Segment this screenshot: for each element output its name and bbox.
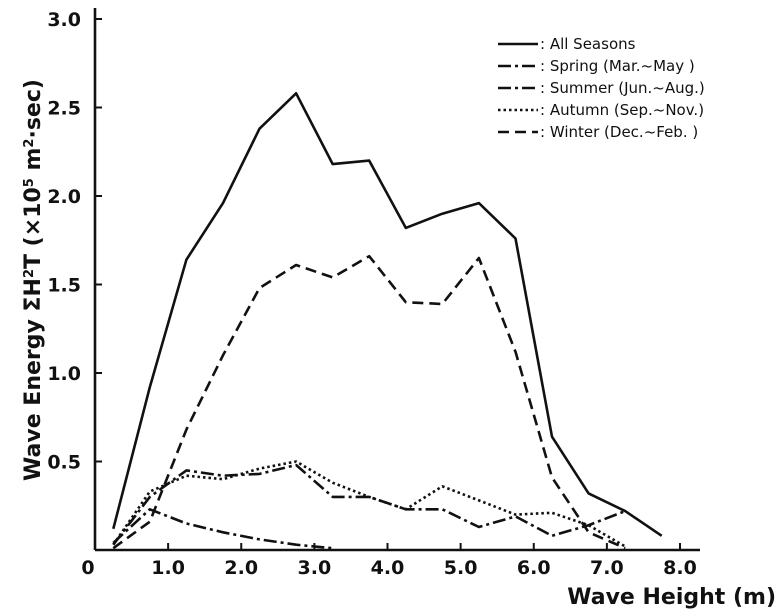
series-group [112,92,663,550]
series-line-winter [112,254,626,550]
y-axis-title-part-4: ·sec) [21,79,46,138]
legend-label-all-seasons: : All Seasons [540,35,636,53]
x-tick-label: 8.0 [663,557,697,579]
x-tick-label: 3.0 [298,557,332,579]
x-tick-label: 1.0 [151,557,185,579]
y-axis-title-part-1: Wave Energy ΣH [21,278,46,481]
y-tick-label: 1.5 [47,275,81,297]
x-tick-label: 4.0 [371,557,405,579]
y-tick-label: 0.5 [47,452,81,474]
axes [93,8,700,552]
series-line-summer [112,463,626,546]
y-tick-label: 3.0 [47,9,81,31]
x-tick-label: 7.0 [590,557,624,579]
series-line-spring [112,507,333,550]
x-tick-group: 0 1.0 2.0 3.0 4.0 5.0 6.0 7.0 8.0 [81,543,697,579]
x-tick-label: 5.0 [444,557,478,579]
y-axis-title-superscript-2: 2 [22,269,37,278]
y-axis-title-part-2: T (×10 [21,187,46,269]
y-axis-title-superscript-m2: 2 [22,139,37,148]
legend-label-summer: : Summer (Jun.~Aug.) [540,79,705,97]
y-tick-group: 0.5 1.0 1.5 2.0 2.5 3.0 [47,9,102,474]
series-line-all-seasons [112,92,663,537]
legend-label-spring: : Spring (Mar.~May ) [540,57,695,75]
y-axis-title-superscript-5: 5 [22,178,37,187]
y-tick-label: 2.0 [47,186,81,208]
x-axis-title: Wave Height (m) [567,585,776,610]
legend-label-winter: : Winter (Dec.~Feb. ) [540,123,698,141]
y-axis-title: Wave Energy ΣH2T (×105 m2·sec) [21,79,46,481]
y-axis-title-part-3: m [21,148,46,179]
x-tick-label: 2.0 [224,557,258,579]
series-line-autumn [112,460,626,548]
y-tick-label: 2.5 [47,98,81,120]
x-tick-label: 6.0 [517,557,551,579]
y-tick-label: 1.0 [47,363,81,385]
legend-label-autumn: : Autumn (Sep.~Nov.) [540,101,704,119]
x-tick-label: 0 [81,557,94,579]
legend: : All Seasons : Spring (Mar.~May ) : Summe… [498,35,705,141]
